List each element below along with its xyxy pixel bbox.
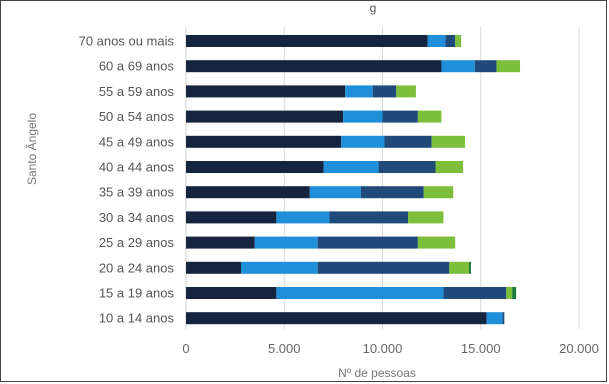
bar-segment bbox=[502, 312, 505, 325]
bar-segment bbox=[186, 85, 346, 98]
bar-segment bbox=[455, 35, 462, 47]
x-tick-labels: 0 5.000 10.000 15.000 20.000 bbox=[182, 341, 599, 356]
bar-segment bbox=[496, 60, 521, 73]
bar-segment bbox=[468, 261, 471, 274]
x-tick-label: 20.000 bbox=[559, 341, 599, 356]
bar-segment bbox=[186, 60, 442, 73]
bar-segment bbox=[276, 287, 444, 299]
bar-segment bbox=[186, 312, 487, 325]
bar-segment bbox=[186, 261, 242, 274]
bar-segment bbox=[435, 161, 464, 173]
bar-segment bbox=[427, 35, 446, 47]
category-label: 60 a 69 anos bbox=[99, 59, 175, 74]
bar-segment bbox=[445, 35, 456, 47]
bar-segment bbox=[341, 135, 385, 148]
bar-segment bbox=[323, 161, 379, 173]
category-label: 15 a 19 anos bbox=[99, 286, 175, 301]
category-label: 40 a 44 anos bbox=[99, 160, 175, 175]
category-label: 35 a 39 anos bbox=[99, 185, 175, 200]
bar-segment bbox=[474, 60, 497, 73]
bar-segment bbox=[186, 287, 277, 299]
x-axis-label: Nº de pessoas bbox=[338, 366, 416, 380]
bar-segment bbox=[276, 211, 330, 224]
bar-segment bbox=[378, 161, 436, 173]
bar-segment bbox=[441, 60, 475, 73]
bar-segment bbox=[408, 211, 444, 224]
x-tick-label: 10.000 bbox=[363, 341, 403, 356]
bar-segment bbox=[317, 236, 418, 249]
bar-segment bbox=[186, 236, 255, 249]
x-tick-label: 5.000 bbox=[268, 341, 301, 356]
category-label: 55 a 59 anos bbox=[99, 84, 175, 99]
bar-segment bbox=[186, 186, 310, 199]
bar-segment bbox=[241, 261, 318, 274]
y-axis-label: Santo Ângelo bbox=[24, 113, 39, 185]
x-tick-label: 15.000 bbox=[461, 341, 501, 356]
bar-segment bbox=[449, 261, 469, 274]
bars bbox=[186, 35, 521, 325]
bar-segment bbox=[254, 236, 318, 249]
bar-segment bbox=[186, 110, 344, 123]
bar-segment bbox=[431, 135, 466, 148]
bar-segment bbox=[186, 211, 277, 224]
bar-segment bbox=[329, 211, 409, 224]
bar-segment bbox=[443, 287, 507, 299]
bar-segment bbox=[317, 261, 450, 274]
category-label: 25 a 29 anos bbox=[99, 235, 175, 250]
bar-segment bbox=[382, 110, 418, 123]
bar-segment bbox=[345, 85, 373, 98]
category-labels: 70 anos ou mais 60 a 69 anos 55 a 59 anos 5… bbox=[79, 34, 175, 326]
bar-segment bbox=[186, 161, 324, 173]
category-label: 10 a 14 anos bbox=[99, 311, 175, 326]
bar-segment bbox=[417, 236, 456, 249]
bar-segment bbox=[360, 186, 424, 199]
bar-segment bbox=[396, 85, 416, 98]
bar-segment bbox=[309, 186, 361, 199]
x-tick-label: 0 bbox=[182, 341, 189, 356]
category-label: 30 a 34 anos bbox=[99, 210, 175, 225]
bar-segment bbox=[343, 110, 383, 123]
category-label: 45 a 49 anos bbox=[99, 134, 175, 149]
bar-segment bbox=[384, 135, 432, 148]
bar-segment bbox=[417, 110, 442, 123]
chart-title-fragment: g bbox=[370, 1, 377, 15]
bar-segment bbox=[372, 85, 397, 98]
category-label: 70 anos ou mais bbox=[79, 34, 175, 49]
bar-segment bbox=[423, 186, 454, 199]
bar-segment bbox=[186, 135, 342, 148]
bar-segment bbox=[506, 287, 513, 299]
grid-lines bbox=[283, 27, 580, 329]
bar-segment bbox=[512, 287, 517, 299]
category-label: 50 a 54 anos bbox=[99, 109, 175, 124]
bar-segment bbox=[186, 35, 428, 47]
category-label: 20 a 24 anos bbox=[99, 260, 175, 275]
bar-segment bbox=[486, 312, 503, 325]
